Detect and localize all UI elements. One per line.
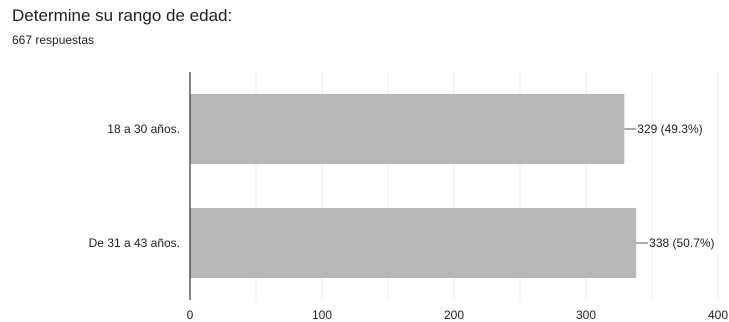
x-tick-label: 100: [312, 308, 332, 322]
category-label: 18 a 30 años.: [107, 122, 180, 136]
bar-1: [190, 94, 625, 164]
bars: [190, 94, 637, 278]
data-label: 329 (49.3%): [637, 122, 702, 136]
category-label: De 31 a 43 años.: [89, 236, 180, 250]
chart-title: Determine su rango de edad:: [12, 6, 233, 25]
labels: 18 a 30 años. 329 (49.3%) De 31 a 43 años.…: [89, 122, 729, 322]
x-tick-label: 400: [708, 308, 728, 322]
bar-2: [190, 208, 637, 278]
x-tick-label: 200: [444, 308, 464, 322]
x-tick-label: 0: [187, 308, 194, 322]
data-label: 338 (50.7%): [649, 236, 714, 250]
response-count: 667 respuestas: [12, 33, 95, 47]
x-tick-label: 300: [576, 308, 596, 322]
